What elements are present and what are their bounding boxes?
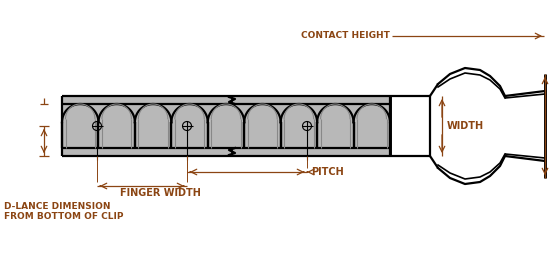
Text: D-LANCE DIMENSION: D-LANCE DIMENSION xyxy=(4,202,110,211)
Text: CONTACT HEIGHT: CONTACT HEIGHT xyxy=(301,31,390,40)
Text: WIDTH: WIDTH xyxy=(447,121,484,131)
Bar xyxy=(62,96,390,156)
Text: FROM BOTTOM OF CLIP: FROM BOTTOM OF CLIP xyxy=(4,212,124,221)
Text: FINGER WIDTH: FINGER WIDTH xyxy=(119,188,200,198)
Text: PITCH: PITCH xyxy=(311,167,344,177)
